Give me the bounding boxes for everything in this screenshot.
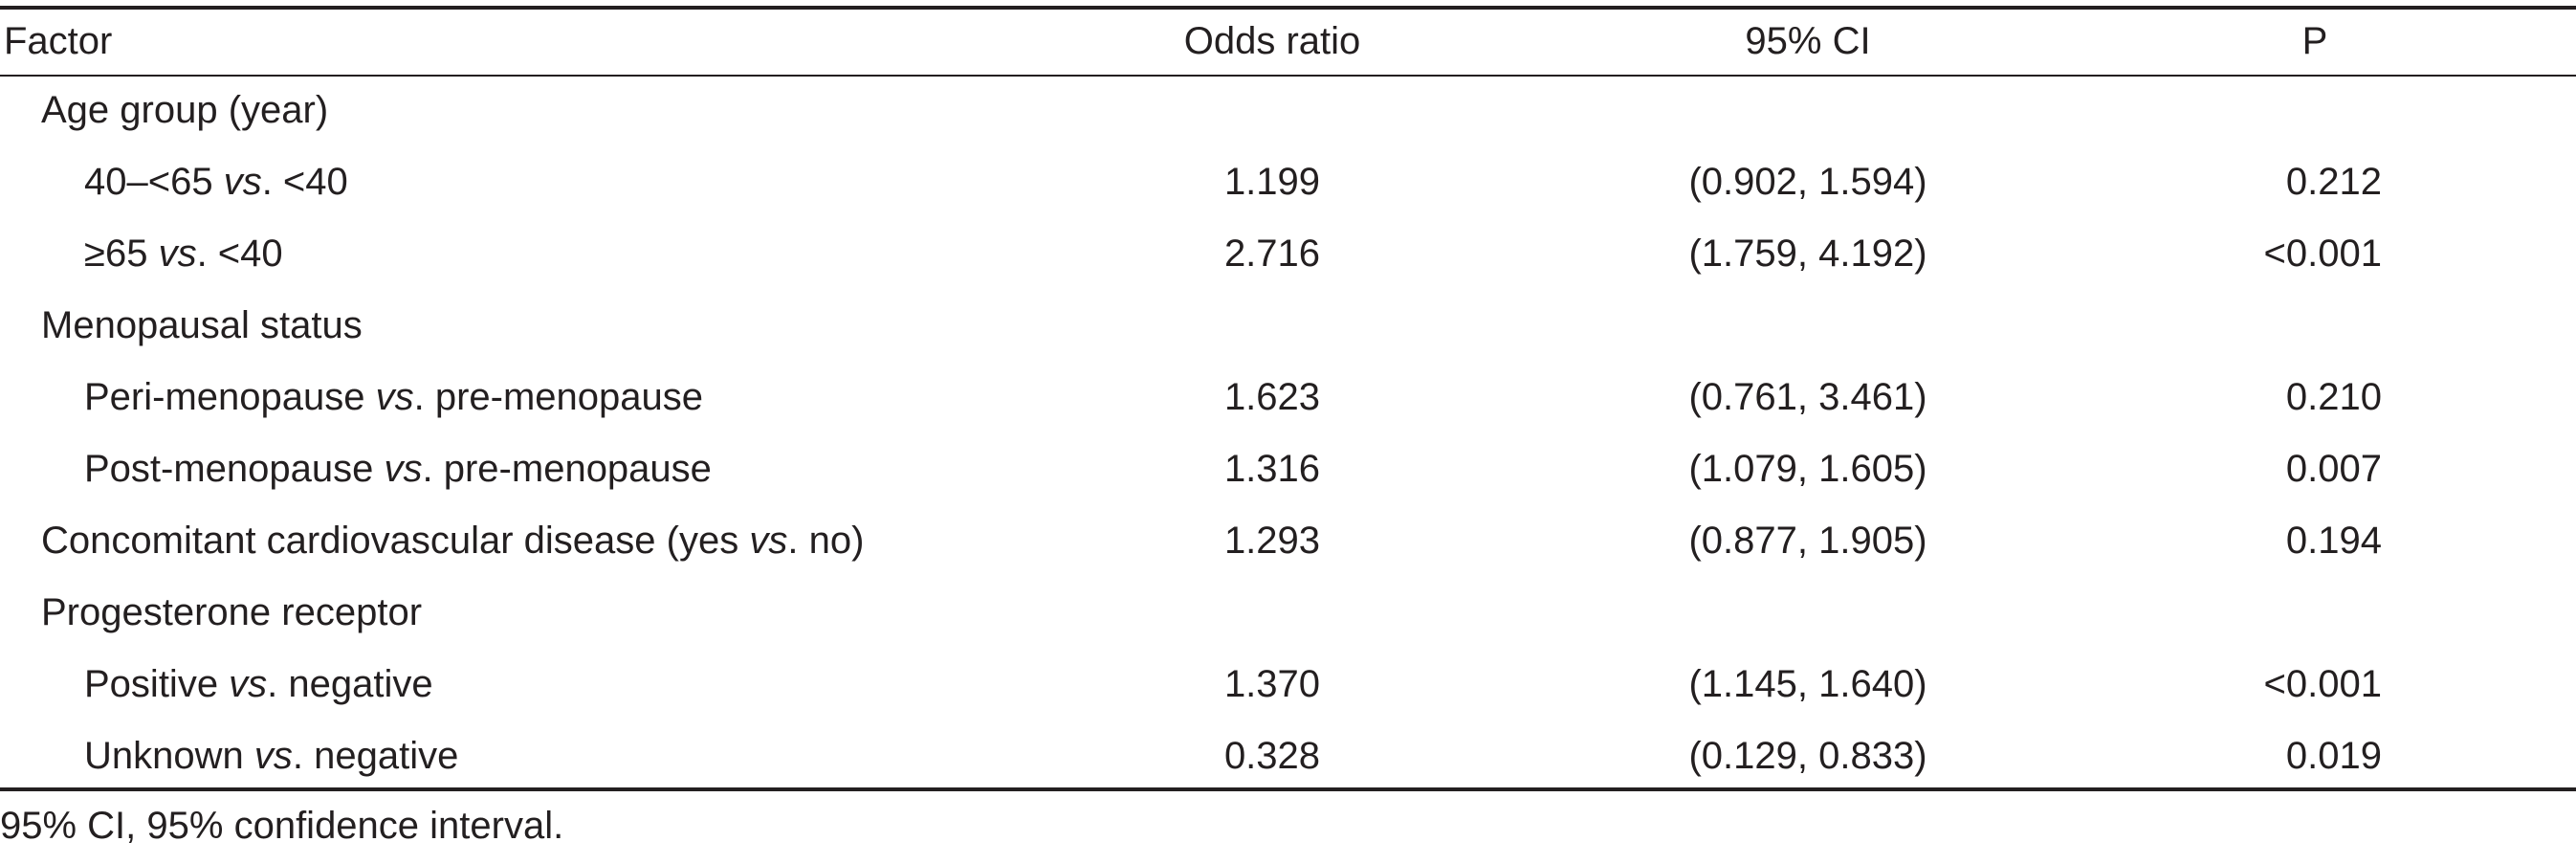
- table-row: 40–<65 vs. <40 1.199 (0.902, 1.594) 0.212: [0, 146, 2576, 217]
- odds-ratio-cell: 1.293: [1223, 520, 1321, 562]
- factor-label-text: . no): [787, 520, 865, 562]
- factor-label: Post-menopause vs. pre-menopause: [84, 433, 712, 504]
- odds-ratio-cell: 0.328: [1223, 735, 1321, 777]
- factor-label-text: Unknown: [84, 735, 254, 777]
- group-header-row: Age group (year): [0, 75, 2576, 145]
- factor-label-text: . <40: [261, 161, 348, 203]
- header-p: P: [2301, 20, 2328, 62]
- table-row: Positive vs. negative 1.370 (1.145, 1.640)…: [0, 649, 2576, 720]
- table-bottom-rule: [0, 787, 2576, 791]
- group-label: Menopausal status: [41, 304, 363, 346]
- ci-cell: (1.145, 1.640): [1688, 663, 1927, 705]
- odds-ratio-cell: 1.199: [1223, 161, 1321, 203]
- p-value-cell: 0.212: [2285, 161, 2382, 203]
- p-value-cell: <0.001: [2263, 233, 2382, 275]
- p-value-cell: <0.001: [2263, 663, 2382, 705]
- ci-cell: (0.902, 1.594): [1688, 161, 1927, 203]
- factor-label-text: . <40: [196, 233, 283, 275]
- table-row: Post-menopause vs. pre-menopause 1.316 (1.…: [0, 433, 2576, 504]
- group-header-row: Menopausal status: [0, 290, 2576, 361]
- odds-ratio-cell: 1.370: [1223, 663, 1321, 705]
- table-row: Peri-menopause vs. pre-menopause 1.623 (0.…: [0, 362, 2576, 432]
- p-value-cell: 0.019: [2285, 735, 2382, 777]
- table-row: ≥65 vs. <40 2.716 (1.759, 4.192) <0.001: [0, 218, 2576, 289]
- factor-label-text: Post-menopause: [84, 448, 385, 490]
- odds-ratio-cell: 1.316: [1223, 448, 1321, 490]
- table-row: Concomitant cardiovascular disease (yes …: [0, 505, 2576, 576]
- p-value-cell: 0.194: [2285, 520, 2382, 562]
- group-header-row: Progesterone receptor: [0, 577, 2576, 648]
- factor-label: Peri-menopause vs. pre-menopause: [84, 362, 703, 432]
- versus-abbrev: vs: [223, 161, 262, 203]
- factor-label-text: . negative: [267, 663, 433, 705]
- group-label: Progesterone receptor: [41, 591, 423, 633]
- factor-label-text: 40–<65: [84, 161, 224, 203]
- factor-label: Concomitant cardiovascular disease (yes …: [41, 505, 864, 576]
- table-footnote: 95% CI, 95% confidence interval.: [0, 805, 564, 847]
- factor-label: 40–<65 vs. <40: [84, 146, 348, 217]
- odds-ratio-cell: 2.716: [1223, 233, 1321, 275]
- ci-cell: (1.079, 1.605): [1688, 448, 1927, 490]
- table-row: Unknown vs. negative 0.328 (0.129, 0.833) 0…: [0, 720, 2576, 791]
- factor-label-text: . pre-menopause: [413, 376, 704, 418]
- header-odds-ratio: Odds ratio: [1183, 20, 1361, 62]
- versus-abbrev: vs: [229, 663, 268, 705]
- factor-label: Unknown vs. negative: [84, 720, 458, 791]
- ci-cell: (0.761, 3.461): [1688, 376, 1927, 418]
- p-value-cell: 0.210: [2285, 376, 2382, 418]
- table-header-rule: [0, 75, 2576, 77]
- factor-label-text: . pre-menopause: [422, 448, 712, 490]
- table-top-rule: [0, 6, 2576, 10]
- versus-abbrev: vs: [158, 233, 197, 275]
- header-ci: 95% CI: [1745, 20, 1871, 62]
- ci-cell: (1.759, 4.192): [1688, 233, 1927, 275]
- factor-label-text: Peri-menopause: [84, 376, 376, 418]
- odds-ratio-cell: 1.623: [1223, 376, 1321, 418]
- p-value-cell: 0.007: [2285, 448, 2382, 490]
- header-factor: Factor: [4, 20, 113, 62]
- factor-label: ≥65 vs. <40: [84, 218, 283, 289]
- factor-label: Positive vs. negative: [84, 649, 433, 720]
- versus-abbrev: vs: [253, 735, 293, 777]
- ci-cell: (0.129, 0.833): [1688, 735, 1927, 777]
- table-header-row: Factor Odds ratio 95% CI P: [0, 6, 2576, 77]
- factor-label-text: . negative: [292, 735, 459, 777]
- factor-label-text: ≥65: [84, 233, 159, 275]
- versus-abbrev: vs: [384, 448, 423, 490]
- factor-label-text: Positive: [84, 663, 230, 705]
- ci-cell: (0.877, 1.905): [1688, 520, 1927, 562]
- group-label: Age group (year): [41, 89, 329, 131]
- versus-abbrev: vs: [749, 520, 788, 562]
- factor-label-text: Concomitant cardiovascular disease (yes: [41, 520, 750, 562]
- versus-abbrev: vs: [375, 376, 414, 418]
